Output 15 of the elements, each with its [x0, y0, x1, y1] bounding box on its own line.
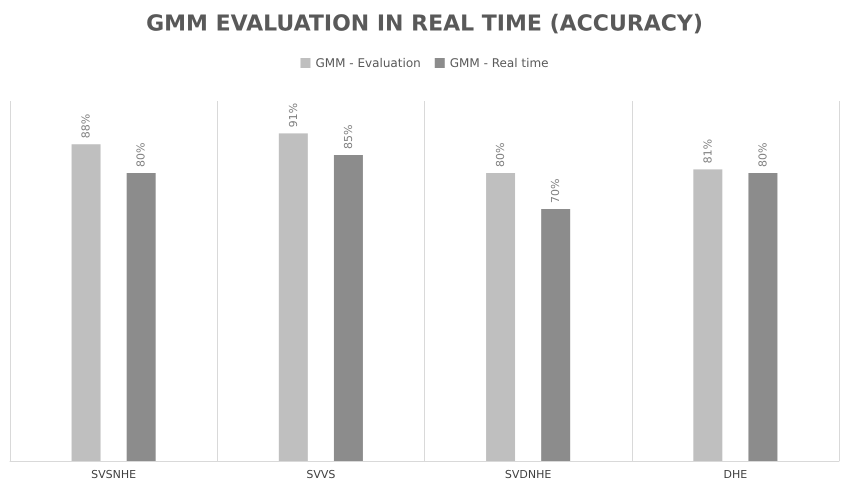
legend-label: GMM - Real time [450, 56, 549, 70]
data-label: 88% [80, 114, 93, 138]
legend-label: GMM - Evaluation [315, 56, 421, 70]
data-label: 85% [342, 124, 355, 149]
data-label: 91% [286, 102, 300, 128]
x-tick-label: DHE [724, 468, 748, 481]
x-tick-label: SVDNHE [504, 468, 552, 481]
chart-title: GMM EVALUATION IN REAL TIME (ACCURACY) [146, 12, 703, 36]
data-label: 80% [494, 142, 508, 167]
x-tick-label: SVSNHE [91, 468, 136, 481]
x-tick-label: SVVS [306, 468, 336, 481]
data-label: 80% [134, 142, 148, 167]
data-label: 80% [756, 142, 770, 167]
data-label: 81% [701, 138, 714, 164]
data-label: 70% [549, 178, 562, 203]
